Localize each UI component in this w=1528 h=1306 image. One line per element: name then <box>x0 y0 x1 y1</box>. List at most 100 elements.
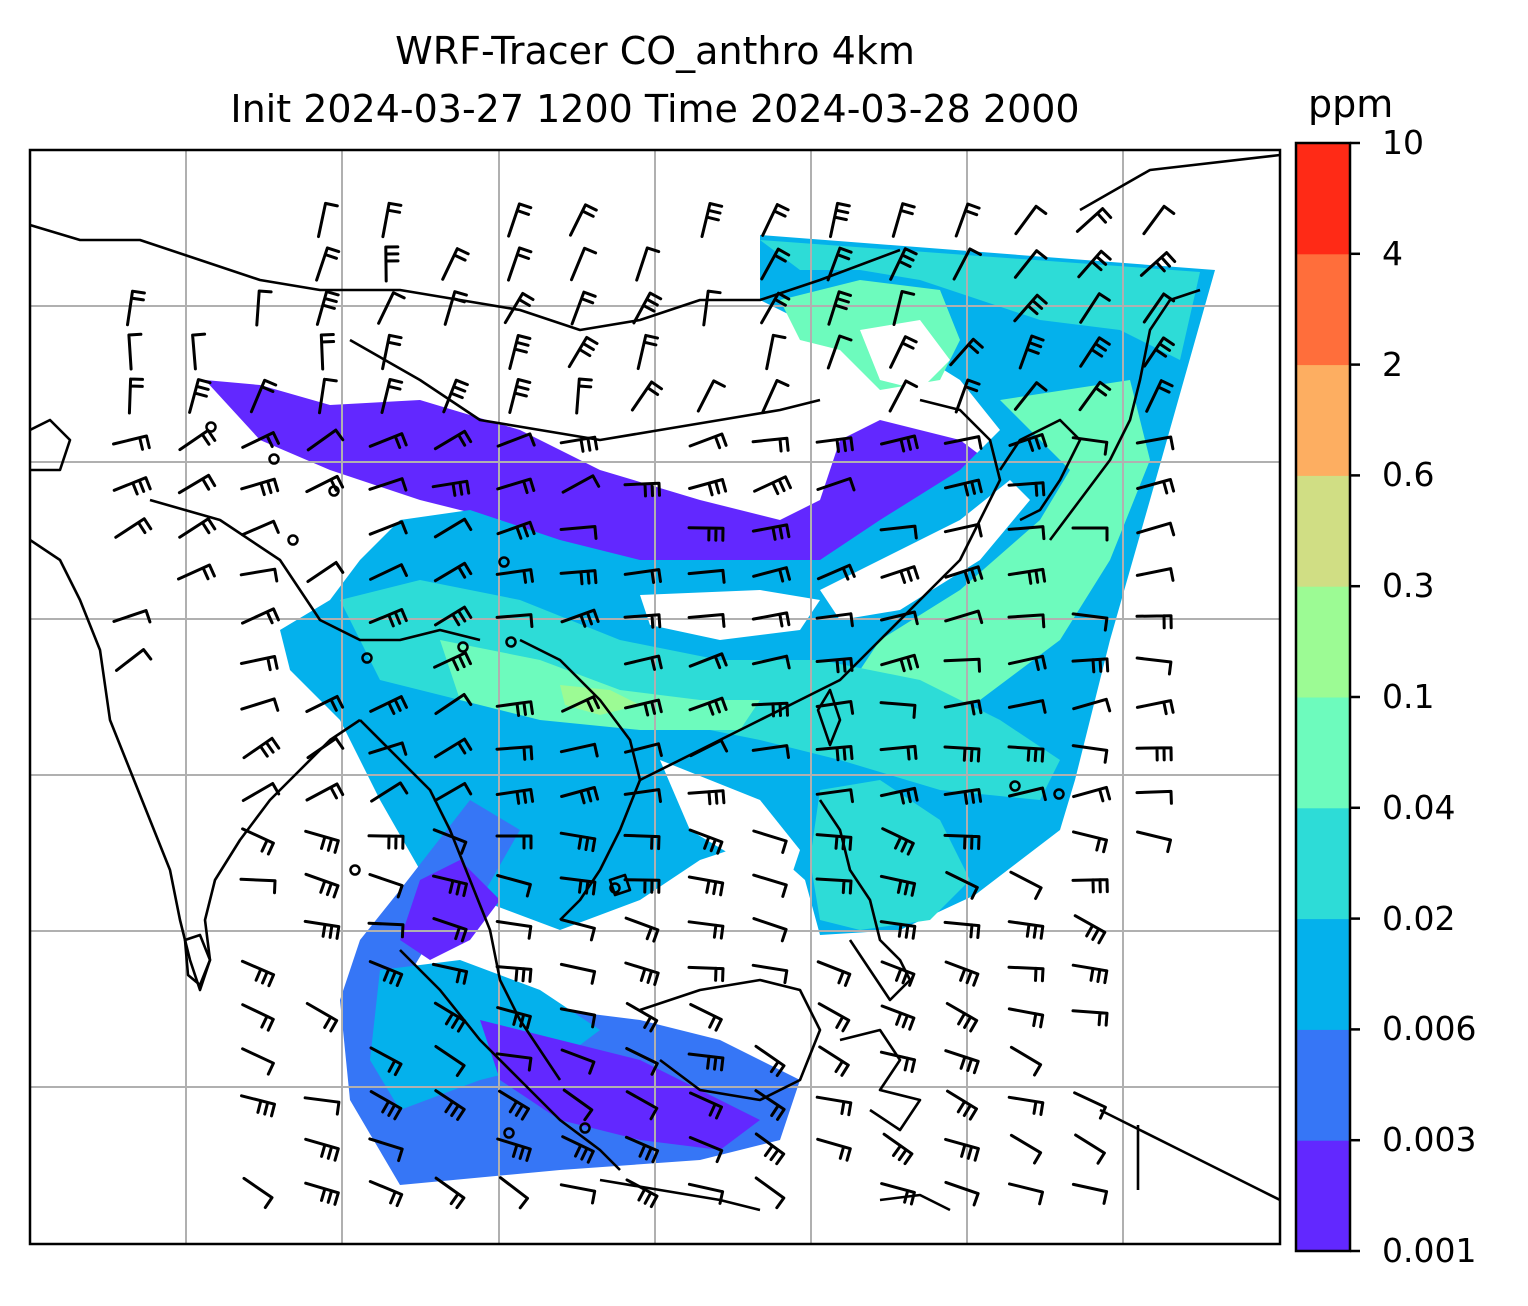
wind-calm-circle <box>457 641 469 653</box>
wind-barb <box>687 1182 725 1205</box>
wind-barb <box>688 478 728 497</box>
wind-barb <box>561 1135 595 1164</box>
wind-barb <box>892 290 916 326</box>
wind-barb <box>954 378 981 414</box>
wind-barb <box>508 378 532 414</box>
wind-calm-circle <box>205 421 217 433</box>
wind-barb <box>305 782 345 802</box>
wind-barb <box>944 565 984 584</box>
wind-barb <box>760 291 791 325</box>
wind-barb <box>507 246 533 282</box>
wind-barb <box>495 965 533 983</box>
wind-barb <box>1071 963 1109 985</box>
wind-barb <box>1013 249 1048 279</box>
tracer-gap-white <box>640 590 820 640</box>
wind-barb <box>434 1089 466 1121</box>
wind-barb <box>431 479 471 497</box>
wind-barb <box>815 612 854 628</box>
wind-barb <box>431 962 469 985</box>
wind-barb <box>495 568 534 584</box>
wind-barb <box>815 788 854 804</box>
wind-barb <box>306 736 345 760</box>
wind-barb <box>495 700 534 717</box>
wind-barb <box>112 434 151 451</box>
wind-barb <box>1008 786 1047 802</box>
wind-barb <box>112 609 152 624</box>
wind-barb <box>443 290 468 326</box>
colorbar-tick-label: 0.04 <box>1382 787 1456 827</box>
wind-barb <box>384 245 400 283</box>
wind-barb <box>304 1137 340 1162</box>
wind-barb <box>496 1006 532 1030</box>
wind-barb <box>570 290 597 326</box>
wind-barb <box>318 377 338 415</box>
wind-barb <box>880 960 916 987</box>
wind-barb <box>442 378 469 414</box>
wind-barb <box>241 431 280 449</box>
wind-barb <box>1071 878 1109 894</box>
wind-barb <box>188 378 212 414</box>
wind-barb <box>630 380 663 412</box>
wind-barb <box>561 474 601 494</box>
wind-barb <box>368 1137 404 1163</box>
wind-barb <box>624 916 660 943</box>
wind-calm-circle <box>498 556 510 568</box>
wind-barb <box>625 1090 659 1121</box>
wind-barb <box>507 202 533 238</box>
coast-srilanka <box>183 933 212 987</box>
wind-calm-circles <box>205 421 1065 1139</box>
wind-barb <box>1135 656 1173 676</box>
wind-barb <box>432 874 468 898</box>
wind-barb <box>816 477 856 492</box>
wind-barb <box>880 1004 916 1031</box>
wind-barb <box>1071 436 1109 456</box>
wind-barb <box>240 477 280 497</box>
wind-barb <box>191 332 207 371</box>
wind-barb <box>368 520 408 536</box>
wind-barb <box>1014 204 1048 236</box>
wind-barb <box>240 519 280 537</box>
wind-barb <box>368 477 408 492</box>
tracer-south-upper <box>400 860 500 960</box>
colorbar-tick-label: 10 <box>1382 123 1424 162</box>
wind-barb <box>943 920 981 939</box>
wind-barb <box>241 1047 275 1076</box>
wind-barb <box>943 435 983 450</box>
wind-barb <box>319 333 336 371</box>
wind-barb <box>949 337 984 367</box>
wind-barb <box>687 789 726 806</box>
wind-barb <box>945 871 979 900</box>
wind-barb <box>381 201 403 239</box>
wind-barb <box>1007 1007 1045 1029</box>
wind-barb <box>1009 1133 1043 1165</box>
wind-barb <box>434 693 473 715</box>
wind-barb <box>888 379 919 413</box>
wind-barb <box>567 335 599 369</box>
wind-barb <box>754 1132 786 1166</box>
coast-japan <box>1048 288 1201 541</box>
wind-barb <box>496 477 536 495</box>
colorbar-tick-label: 0.006 <box>1382 1009 1477 1049</box>
wind-barb <box>687 875 725 897</box>
colorbar-segment <box>1296 918 1350 1030</box>
wind-barb <box>623 788 662 803</box>
wind-barb <box>889 335 918 369</box>
wind-barb <box>943 699 983 716</box>
wind-barb <box>560 608 600 628</box>
coast-west <box>30 418 72 472</box>
colorbar-tick-label: 4 <box>1382 233 1403 273</box>
wind-barb <box>561 695 600 713</box>
wind-calm-circle <box>349 864 361 876</box>
wind-barb <box>816 960 852 987</box>
wind-barb <box>687 1052 725 1072</box>
wind-barb <box>688 1136 724 1164</box>
wind-barb <box>1135 435 1175 451</box>
wind-barb <box>815 833 853 851</box>
wind-barb <box>1073 914 1107 945</box>
wind-barb <box>815 877 853 895</box>
wind-barb <box>559 831 597 853</box>
wind-barb <box>751 436 790 453</box>
wind-barb <box>368 741 408 756</box>
wind-barb <box>687 526 725 542</box>
coast-hainan <box>608 873 632 897</box>
